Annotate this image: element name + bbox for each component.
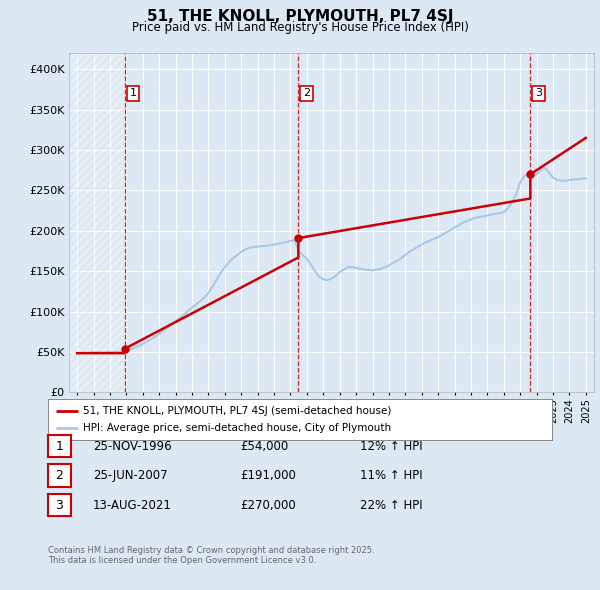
Text: Price paid vs. HM Land Registry's House Price Index (HPI): Price paid vs. HM Land Registry's House … [131,21,469,34]
Text: 51, THE KNOLL, PLYMOUTH, PL7 4SJ (semi-detached house): 51, THE KNOLL, PLYMOUTH, PL7 4SJ (semi-d… [83,406,392,416]
Text: £191,000: £191,000 [240,469,296,482]
Text: 12% ↑ HPI: 12% ↑ HPI [360,440,422,453]
Text: 51, THE KNOLL, PLYMOUTH, PL7 4SJ: 51, THE KNOLL, PLYMOUTH, PL7 4SJ [147,9,453,24]
Text: 25-NOV-1996: 25-NOV-1996 [93,440,172,453]
Text: 22% ↑ HPI: 22% ↑ HPI [360,499,422,512]
Text: 3: 3 [55,499,64,512]
Text: 1: 1 [55,440,64,453]
Text: 2: 2 [303,88,310,99]
Text: 1: 1 [130,88,136,99]
Text: £270,000: £270,000 [240,499,296,512]
Text: 3: 3 [535,88,542,99]
Text: 13-AUG-2021: 13-AUG-2021 [93,499,172,512]
Text: 11% ↑ HPI: 11% ↑ HPI [360,469,422,482]
Text: HPI: Average price, semi-detached house, City of Plymouth: HPI: Average price, semi-detached house,… [83,423,391,433]
Text: 25-JUN-2007: 25-JUN-2007 [93,469,167,482]
Text: £54,000: £54,000 [240,440,288,453]
Text: Contains HM Land Registry data © Crown copyright and database right 2025.
This d: Contains HM Land Registry data © Crown c… [48,546,374,565]
Text: 2: 2 [55,469,64,482]
